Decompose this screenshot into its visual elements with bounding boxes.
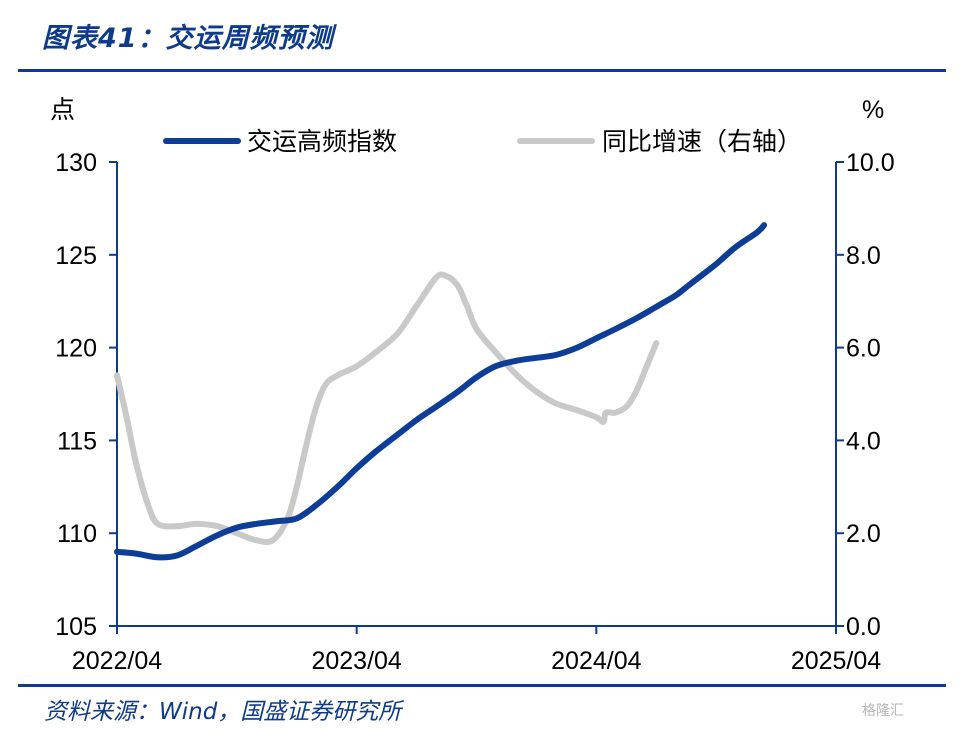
series-layer bbox=[114, 222, 768, 561]
figure-title: 图表41：交运周频预测 bbox=[42, 23, 334, 54]
x-tick-label: 2023/04 bbox=[311, 647, 401, 675]
watermark-logo: 格隆汇 bbox=[862, 703, 904, 719]
left-tick-label: 115 bbox=[57, 427, 97, 455]
left-tick-label: 110 bbox=[57, 520, 97, 548]
top-rule bbox=[18, 69, 946, 72]
left-tick-label: 125 bbox=[55, 242, 97, 270]
right-tick-label: 0.0 bbox=[846, 613, 881, 641]
left-tick-label: 130 bbox=[55, 149, 97, 177]
index-series-line bbox=[114, 222, 768, 561]
x-tick-label: 2022/04 bbox=[72, 647, 162, 675]
right-tick-label: 10.0 bbox=[846, 149, 895, 177]
left-axis-unit: 点 bbox=[50, 96, 75, 124]
left-tick-label: 120 bbox=[55, 335, 97, 363]
axes-layer: 105 110 115 120 125 130 点 0.0 2.0 4.0 6.0 8.0 10.0% 2… bbox=[50, 96, 895, 675]
legend: 交运高频指数 同比增速（右轴） bbox=[163, 128, 802, 156]
growth-rate-series-line bbox=[114, 271, 660, 545]
right-tick-label: 2.0 bbox=[846, 520, 881, 548]
source-note: 资料来源：Wind，国盛证券研究所 bbox=[44, 699, 402, 725]
legend-label-growth: 同比增速（右轴） bbox=[602, 128, 802, 156]
right-axis-unit: % bbox=[862, 96, 884, 124]
x-tick-label: 2024/04 bbox=[551, 647, 641, 675]
left-tick-label: 105 bbox=[55, 613, 97, 641]
right-tick-label: 6.0 bbox=[846, 335, 881, 363]
right-tick-label: 8.0 bbox=[846, 242, 881, 270]
right-tick-label: 4.0 bbox=[846, 427, 881, 455]
x-tick-label: 2025/04 bbox=[791, 647, 881, 675]
legend-label-index: 交运高频指数 bbox=[247, 128, 397, 156]
bottom-rule bbox=[18, 684, 946, 687]
